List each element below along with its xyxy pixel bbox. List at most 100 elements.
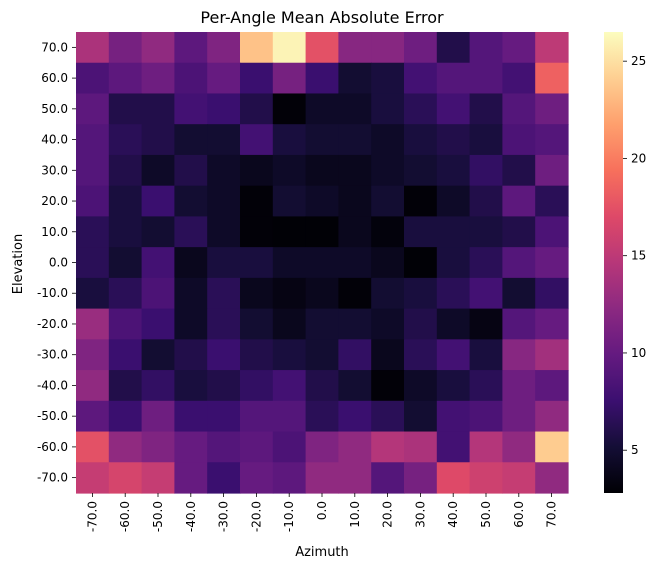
heatmap-cell bbox=[174, 339, 208, 371]
colorbar bbox=[604, 32, 623, 493]
heatmap-cell bbox=[141, 124, 175, 156]
heatmap-cell bbox=[371, 431, 405, 463]
heatmap-cell bbox=[502, 154, 536, 187]
heatmap-cell bbox=[141, 462, 175, 494]
heatmap-cell bbox=[174, 154, 208, 187]
y-axis-ticks: 70.0 60.0 50.0 40.0 30.0 20.0 10.0 0.0 -10.0 -20.… bbox=[37, 40, 76, 485]
heatmap-cell bbox=[207, 308, 241, 340]
heatmap-cell bbox=[371, 185, 405, 217]
heatmap-cell bbox=[141, 247, 175, 279]
heatmap-cell bbox=[272, 370, 307, 402]
y-tick-label: 0.0 bbox=[49, 256, 68, 270]
heatmap-cell bbox=[174, 431, 208, 463]
heatmap-cell bbox=[404, 93, 438, 125]
heatmap-cell bbox=[141, 216, 175, 248]
heatmap-cell bbox=[272, 400, 307, 433]
heatmap-cell bbox=[371, 400, 405, 433]
y-tick-label: 10.0 bbox=[41, 225, 68, 239]
heatmap-cell bbox=[76, 339, 110, 371]
heatmap-cell bbox=[502, 339, 536, 371]
heatmap-cell bbox=[207, 277, 241, 310]
heatmap-cell bbox=[108, 370, 143, 402]
heatmap-cell bbox=[76, 431, 110, 463]
x-tick-label: 20.0 bbox=[381, 501, 395, 528]
heatmap-cell bbox=[436, 62, 471, 95]
heatmap-cell bbox=[207, 247, 241, 279]
heatmap-cell bbox=[338, 154, 372, 187]
y-tick-label: -30.0 bbox=[37, 348, 68, 362]
x-axis-ticks: -70.0 -60.0 -50.0 -40.0 -30.0 -20.0 -10.0 0.0 10… bbox=[85, 493, 559, 532]
heatmap-cell bbox=[272, 93, 307, 125]
heatmap-cell bbox=[108, 185, 143, 217]
heatmap-cell bbox=[502, 308, 536, 340]
heatmap-cell bbox=[469, 154, 503, 187]
heatmap-cell bbox=[338, 308, 372, 340]
heatmap-cell bbox=[141, 185, 175, 217]
x-axis-label: Azimuth bbox=[295, 545, 349, 560]
heatmap-cell bbox=[207, 93, 241, 125]
heatmap-cell bbox=[174, 247, 208, 279]
heatmap-cell bbox=[404, 370, 438, 402]
heatmap-cell bbox=[436, 370, 471, 402]
heatmap-cell bbox=[141, 154, 175, 187]
heatmap-cell bbox=[436, 154, 471, 187]
heatmap-cell bbox=[207, 216, 241, 248]
heatmap-cell bbox=[502, 185, 536, 217]
heatmap-cell bbox=[404, 216, 438, 248]
heatmap-cell bbox=[141, 431, 175, 463]
heatmap-cell bbox=[436, 124, 471, 156]
heatmap-cell bbox=[535, 216, 569, 248]
heatmap-cell bbox=[174, 216, 208, 248]
heatmap-cell bbox=[76, 62, 110, 95]
heatmap-cell bbox=[338, 93, 372, 125]
heatmap-cell bbox=[76, 93, 110, 125]
heatmap-cell bbox=[338, 277, 372, 310]
heatmap-cell bbox=[535, 93, 569, 125]
heatmap-cell bbox=[174, 62, 208, 95]
heatmap-cell bbox=[535, 308, 569, 340]
heatmap-cell bbox=[535, 370, 569, 402]
heatmap-cell bbox=[141, 400, 175, 433]
heatmap-cell bbox=[502, 124, 536, 156]
heatmap-cell bbox=[404, 400, 438, 433]
heatmap-cell bbox=[502, 216, 536, 248]
heatmap-cell bbox=[141, 277, 175, 310]
heatmap-cell bbox=[469, 247, 503, 279]
heatmap-cell bbox=[305, 185, 339, 217]
heatmap-cell bbox=[305, 216, 339, 248]
heatmap-cell bbox=[404, 308, 438, 340]
heatmap-cell bbox=[469, 93, 503, 125]
heatmap-cell bbox=[502, 93, 536, 125]
heatmap-cell bbox=[305, 277, 339, 310]
heatmap-cell bbox=[338, 124, 372, 156]
heatmap-cell bbox=[207, 124, 241, 156]
heatmap-cell bbox=[404, 462, 438, 494]
heatmap-cell bbox=[207, 400, 241, 433]
heatmap-cell bbox=[272, 339, 307, 371]
heatmap-cell bbox=[502, 431, 536, 463]
heatmap-cell bbox=[108, 62, 143, 95]
heatmap-cell bbox=[338, 62, 372, 95]
heatmap-cell bbox=[174, 462, 208, 494]
heatmap-cell bbox=[207, 339, 241, 371]
heatmap-cell bbox=[174, 400, 208, 433]
heatmap-cell bbox=[436, 308, 471, 340]
heatmap-cell bbox=[469, 124, 503, 156]
heatmap-cell bbox=[141, 62, 175, 95]
heatmap-cell bbox=[174, 185, 208, 217]
y-tick-label: 20.0 bbox=[41, 194, 68, 208]
heatmap-cell bbox=[371, 62, 405, 95]
heatmap-cell bbox=[108, 154, 143, 187]
heatmap-cell bbox=[535, 124, 569, 156]
heatmap-cell bbox=[272, 62, 307, 95]
heatmap-cell bbox=[305, 339, 339, 371]
heatmap-cell bbox=[305, 124, 339, 156]
heatmap-cell bbox=[207, 32, 241, 64]
heatmap-cell bbox=[207, 462, 241, 494]
colorbar-tick-label: 10 bbox=[631, 346, 646, 360]
heatmap-cell bbox=[338, 431, 372, 463]
heatmap-cell bbox=[469, 308, 503, 340]
heatmap-cell bbox=[469, 370, 503, 402]
heatmap-cell bbox=[272, 185, 307, 217]
